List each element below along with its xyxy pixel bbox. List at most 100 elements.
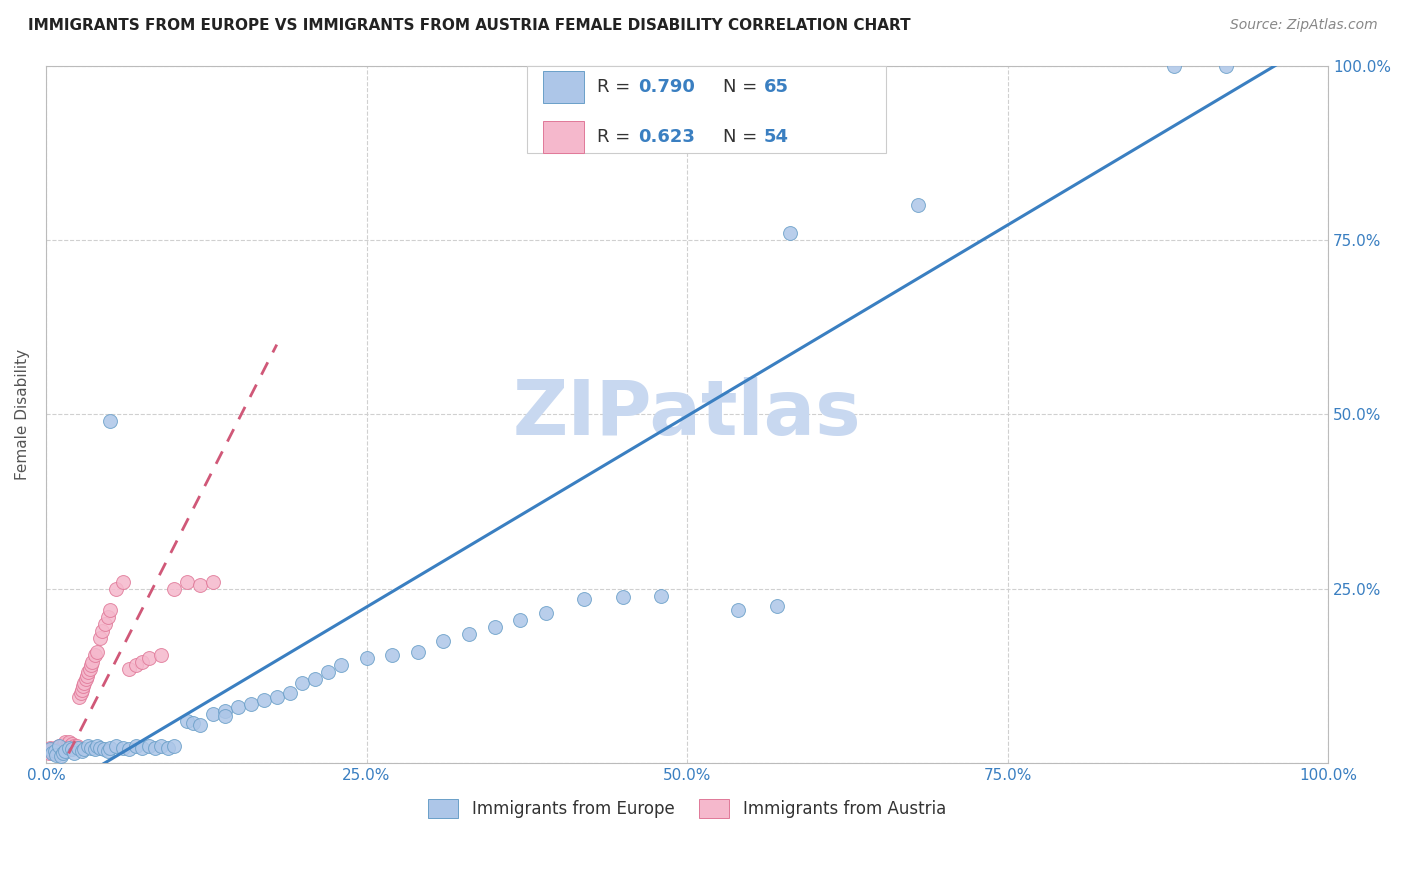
Point (41, 746, 63, 760)
Point (727, 602, 749, 616)
Point (907, 198, 929, 212)
Point (240, 697, 263, 711)
Text: 0.790: 0.790 (638, 78, 695, 95)
Point (98, 602, 121, 616)
Point (46, 742, 69, 756)
Point (201, 574, 224, 589)
Point (38, 746, 60, 760)
Point (39, 743, 62, 757)
Point (77, 665, 100, 680)
Point (118, 742, 141, 756)
Point (329, 658, 352, 673)
Text: 0.623: 0.623 (638, 128, 695, 145)
Point (176, 574, 198, 589)
Point (111, 740, 134, 755)
Point (73, 742, 96, 756)
Point (80, 658, 103, 673)
Point (86, 739, 108, 753)
Point (62, 740, 84, 755)
Point (56, 737, 79, 751)
Point (89, 631, 111, 645)
Point (94, 616, 117, 631)
Point (150, 739, 173, 753)
Point (41, 742, 63, 756)
Point (125, 658, 148, 673)
Point (58, 735, 80, 749)
Point (66, 739, 89, 753)
Point (60, 737, 83, 751)
Point (266, 690, 288, 704)
Point (214, 708, 236, 723)
Point (125, 739, 148, 753)
Point (79, 662, 101, 676)
Point (131, 740, 153, 755)
Point (52, 746, 75, 760)
Point (38, 742, 60, 756)
Point (432, 634, 454, 648)
Point (45, 747, 67, 762)
Point (52, 737, 75, 751)
FancyBboxPatch shape (527, 66, 886, 153)
Point (55, 739, 77, 753)
Point (291, 676, 314, 690)
Point (42, 746, 65, 760)
Point (76, 669, 98, 683)
Point (83, 742, 105, 756)
Point (574, 592, 596, 607)
Point (226, 700, 249, 714)
Point (509, 613, 531, 627)
Point (51, 740, 73, 755)
Point (49, 742, 72, 756)
Point (70, 743, 93, 757)
Point (48, 739, 70, 753)
Point (75, 673, 97, 687)
Point (138, 651, 160, 665)
Point (82, 655, 104, 669)
Point (253, 693, 276, 707)
Point (381, 648, 404, 662)
Point (156, 740, 179, 755)
Point (65, 740, 87, 755)
Text: IMMIGRANTS FROM EUROPE VS IMMIGRANTS FROM AUSTRIA FEMALE DISABILITY CORRELATION : IMMIGRANTS FROM EUROPE VS IMMIGRANTS FRO… (28, 18, 911, 33)
Point (356, 651, 378, 665)
Point (534, 606, 557, 620)
Point (163, 582, 186, 596)
FancyBboxPatch shape (544, 121, 585, 153)
Text: R =: R = (598, 78, 637, 95)
Point (612, 590, 634, 604)
Point (44, 743, 66, 757)
Point (650, 589, 672, 603)
Point (96, 743, 118, 757)
Point (138, 739, 160, 753)
Point (59, 739, 82, 753)
Point (51, 749, 73, 764)
Point (316, 665, 339, 680)
Point (406, 644, 429, 658)
Point (98, 414, 121, 428)
Point (96, 609, 118, 624)
Point (86, 644, 108, 658)
Point (105, 739, 128, 753)
Point (458, 627, 481, 641)
Point (67, 690, 90, 704)
Point (66, 740, 89, 755)
Point (118, 662, 141, 676)
Point (89, 740, 111, 755)
Point (58, 740, 80, 755)
Point (53, 743, 76, 757)
Point (183, 715, 205, 730)
Point (143, 740, 166, 755)
Point (779, 226, 801, 240)
Point (37, 743, 59, 757)
Text: 54: 54 (763, 128, 789, 145)
Point (66, 740, 89, 755)
Point (77, 739, 100, 753)
Point (91, 624, 114, 638)
Point (80, 740, 103, 755)
Point (278, 686, 301, 700)
Text: Source: ZipAtlas.com: Source: ZipAtlas.com (1230, 18, 1378, 32)
Point (201, 707, 224, 722)
Point (70, 682, 93, 697)
Text: 65: 65 (763, 78, 789, 95)
Text: N =: N = (723, 78, 763, 95)
